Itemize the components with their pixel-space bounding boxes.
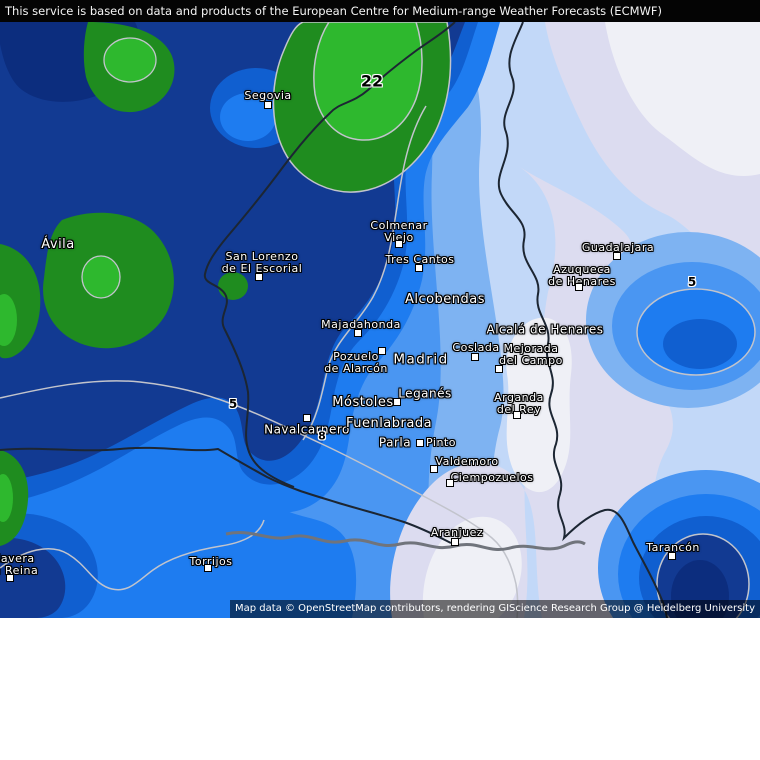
city-label: Ávila [41,237,75,252]
city-marker [495,365,503,373]
city-marker [378,347,386,355]
precip-value-label: 5 [228,397,238,411]
city-marker [451,538,459,546]
green-avila-core [81,255,121,299]
city-label: Ciempozuelos [450,471,534,484]
city-marker [415,264,423,272]
city-marker [613,252,621,260]
city-label: Coslada [452,341,500,354]
ecmwf-notice-bar: This service is based on data and produc… [0,0,760,22]
precip-value-label: 22 [360,71,384,91]
city-label: Móstoles [332,395,394,410]
city-label: Pozuelo de Alarcón [324,350,388,375]
city-marker [255,273,263,281]
map-svg [0,22,760,618]
city-marker [303,414,311,422]
city-marker [354,329,362,337]
city-label: San Lorenzo de El Escorial [221,250,303,275]
border-northwest [203,22,456,488]
green-north-core [313,22,423,141]
city-label: Colmenar Viejo [370,219,428,244]
city-label: Aranjuez [430,526,484,539]
city-marker [6,574,14,582]
bullseye-east-core [663,319,737,369]
contour-lines [0,105,519,618]
city-label: Alcalá de Henares [486,322,604,337]
admin-borders [0,22,668,618]
city-label: Mejorada del Campo [499,342,563,367]
city-marker [446,479,454,487]
precip-value-label: 8 [318,429,326,443]
green-west-edge-2-core [0,474,13,522]
city-label: Segovia [244,89,292,102]
city-label: Fuenlabrada [345,416,433,431]
green-west-edge-2 [0,450,29,546]
precip-value-label: 5 [687,275,697,289]
city-marker [204,564,212,572]
city-marker [575,283,583,291]
map-attribution-text: Map data © OpenStreetMap contributors, r… [235,603,755,614]
contour-10mm [302,105,427,441]
precipitation-map[interactable]: Segovia Ávila San Lorenzo de El Escorial Col… [0,22,760,618]
city-label: Torrijos [189,555,233,568]
green-west-edge-1-core [0,294,17,346]
city-label: Parla [378,435,412,450]
contour-5mm-south [0,380,519,618]
city-label-layer: Segovia Ávila San Lorenzo de El Escorial Col… [0,22,760,618]
city-label: Alcobendas [404,292,486,307]
city-marker [668,552,676,560]
contour-5mm-sw [0,519,265,591]
legend-panel: Accumulated total precipitation (mm) Fro… [0,618,760,760]
border-east [497,22,668,618]
region-dry [422,22,760,618]
city-label: Majadahonda [321,318,401,331]
city-label: laveraa Reina [0,552,39,577]
city-marker [430,465,438,473]
city-marker [395,240,403,248]
city-label: Leganés [398,386,452,401]
segovia-pocket-inner [220,93,276,141]
map-attribution: Map data © OpenStreetMap contributors, r… [230,600,760,618]
city-label: Madrid [393,351,449,368]
city-label: Tres Cantos [385,253,455,266]
city-label: Arganda del Rey [494,391,544,416]
city-marker [393,398,401,406]
city-label: Azuqueca de Henares [548,263,616,288]
ecmwf-notice-text: This service is based on data and produc… [5,4,662,18]
city-marker [513,411,521,419]
city-label: Guadalajara [581,241,655,254]
city-label: Valdemoro [435,455,499,468]
region-01-1 [390,22,760,618]
city-marker [471,353,479,361]
city-label: Tarancón [646,541,700,554]
city-marker [416,439,424,447]
city-label: Pinto [426,436,456,449]
border-river-south [0,446,452,544]
city-marker [264,101,272,109]
border-south-thick [225,531,586,551]
city-label: Navalcarnero [264,422,350,437]
green-topleft-core [103,37,157,83]
